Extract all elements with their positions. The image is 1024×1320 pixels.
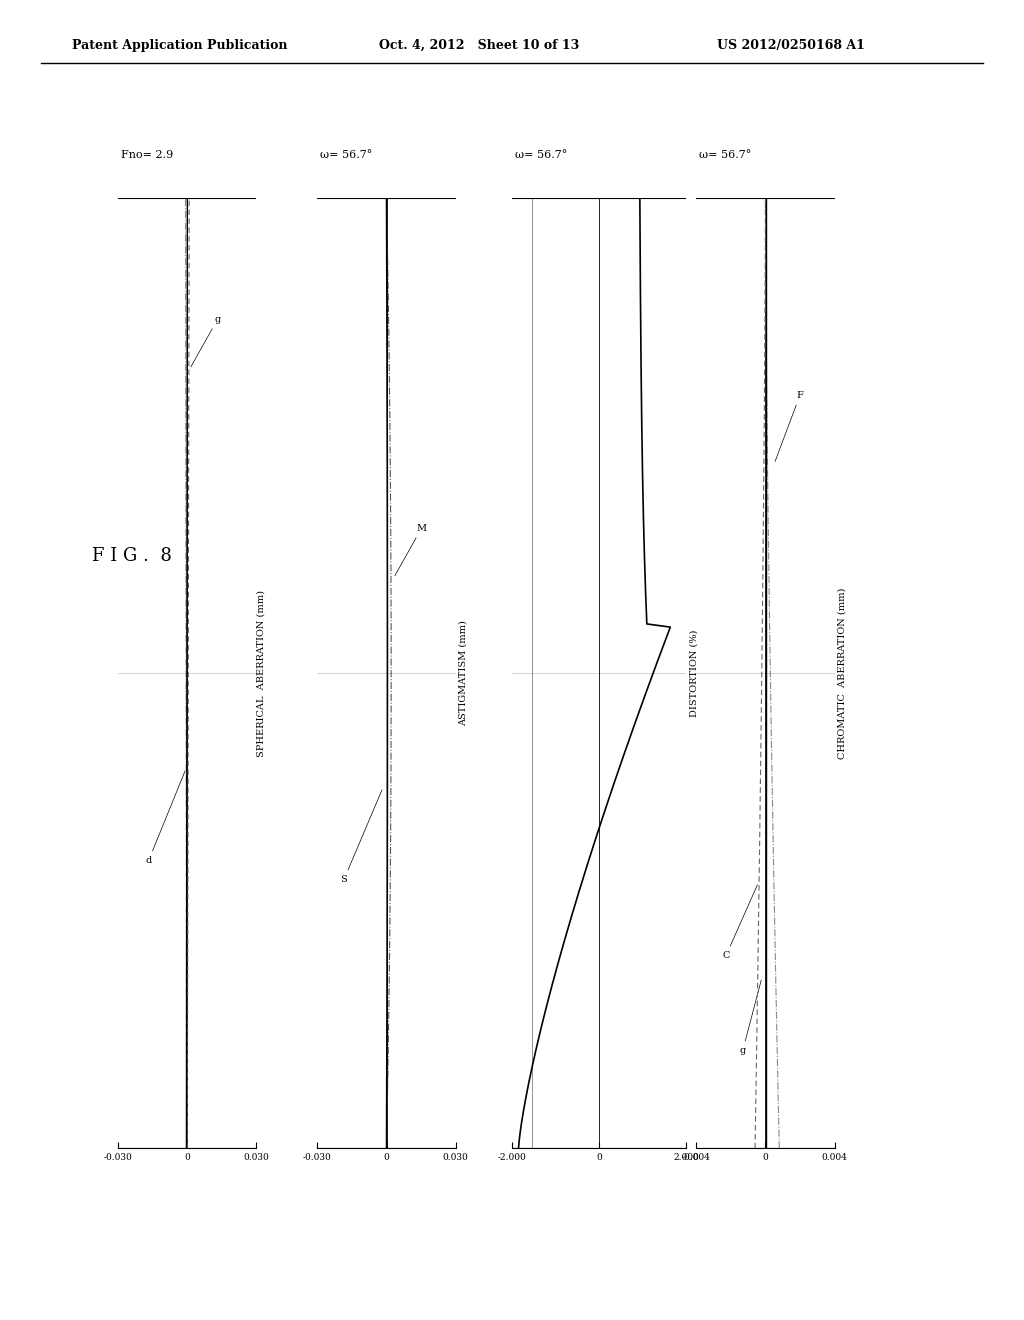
Text: US 2012/0250168 A1: US 2012/0250168 A1	[717, 38, 864, 51]
Text: g: g	[739, 979, 761, 1056]
Text: ω= 56.7°: ω= 56.7°	[321, 150, 373, 160]
Text: DISTORTION (%): DISTORTION (%)	[690, 630, 698, 717]
Text: Fno= 2.9: Fno= 2.9	[121, 150, 173, 160]
Text: F I G .  8: F I G . 8	[92, 546, 172, 565]
Text: C: C	[722, 884, 758, 961]
Text: ASTIGMATISM (mm): ASTIGMATISM (mm)	[459, 620, 467, 726]
Text: g: g	[191, 314, 221, 367]
Text: Patent Application Publication: Patent Application Publication	[72, 38, 287, 51]
Text: F: F	[775, 391, 804, 462]
Text: SPHERICAL  ABERRATION (mm): SPHERICAL ABERRATION (mm)	[257, 590, 265, 756]
Text: ω= 56.7°: ω= 56.7°	[515, 150, 567, 160]
Text: Oct. 4, 2012   Sheet 10 of 13: Oct. 4, 2012 Sheet 10 of 13	[379, 38, 580, 51]
Text: M: M	[395, 524, 427, 576]
Text: S: S	[340, 789, 382, 884]
Text: ω= 56.7°: ω= 56.7°	[699, 150, 752, 160]
Text: CHROMATIC  ABERRATION (mm): CHROMATIC ABERRATION (mm)	[838, 587, 846, 759]
Text: d: d	[145, 771, 185, 866]
